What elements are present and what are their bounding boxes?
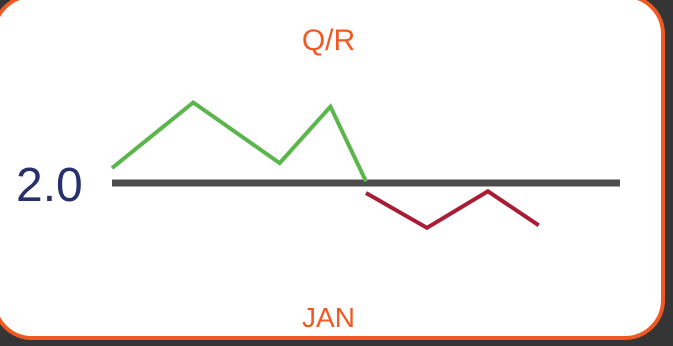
- series-line-2: [366, 191, 539, 228]
- series-line-1: [112, 102, 366, 181]
